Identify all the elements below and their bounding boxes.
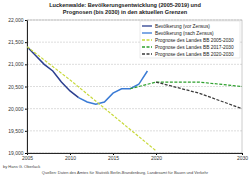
y-tick: 21,500 — [8, 39, 27, 45]
y-axis: 19,00019,50020,00020,50021,00021,50022,0… — [8, 17, 27, 156]
x-tick: 2005 — [22, 153, 33, 161]
y-tick-label: 21,500 — [8, 39, 24, 45]
legend-swatch — [142, 53, 152, 54]
x-axis-line — [28, 154, 243, 156]
x-tick-label: 2015 — [108, 155, 119, 161]
chart: Luckenwalde: Bevölkerungsentwicklung (20… — [0, 0, 250, 177]
series-line — [27, 47, 79, 98]
series-line — [130, 82, 242, 89]
x-tick: 2020 — [151, 153, 162, 161]
legend-label: Prognose des Landes BB 2005-2030 — [155, 38, 234, 43]
legend-box — [140, 21, 240, 58]
legend-swatch — [142, 25, 152, 26]
series-group — [27, 47, 242, 151]
grid-line — [27, 64, 242, 65]
x-tick-label: 2020 — [151, 155, 162, 161]
y-tick-mark — [25, 64, 27, 65]
legend-swatch — [142, 32, 152, 33]
x-tick-label: 2005 — [22, 155, 33, 161]
y-tick-label: 21,000 — [8, 61, 24, 67]
y-tick: 20,000 — [8, 106, 27, 112]
series-line — [156, 82, 242, 109]
y-tick: 22,000 — [8, 17, 27, 23]
grid-line — [27, 130, 242, 131]
y-tick-mark — [25, 109, 27, 110]
grid — [27, 20, 242, 153]
y-tick: 20,500 — [8, 84, 27, 90]
plot-frame — [27, 20, 242, 153]
y-tick: 19,500 — [8, 128, 27, 134]
y-tick-mark — [25, 87, 27, 88]
plot: 19,00019,50020,00020,50021,00021,50022,0… — [8, 17, 248, 161]
y-tick-mark — [25, 131, 27, 132]
legend-label: Bevölkerung (vor Zensus) — [155, 24, 210, 29]
author: by Hans G. Oberlack — [3, 164, 40, 169]
legend: Bevölkerung (vor Zensus) Bevölkerung (nac… — [140, 21, 240, 58]
x-tick: 2015 — [108, 153, 119, 161]
x-axis: 2005 2010 2015 2020 2030 — [22, 153, 248, 161]
y-tick-label: 20,500 — [8, 84, 24, 90]
source: Quellen: Daten des Amtes für Statistik B… — [42, 170, 209, 175]
subtitle: Prognosen (bis 2030) in den aktuellen Gr… — [63, 9, 188, 15]
y-tick: 21,000 — [8, 61, 27, 67]
x-tick-label: 2010 — [65, 155, 76, 161]
x-tick-label: 2030 — [237, 155, 248, 161]
x-tick: 2010 — [65, 153, 76, 161]
x-tick: 2030 — [237, 153, 248, 161]
y-tick-label: 22,000 — [8, 17, 24, 23]
series-line — [27, 47, 156, 151]
title: Luckenwalde: Bevölkerungsentwicklung (20… — [49, 2, 201, 8]
y-tick-mark — [25, 153, 27, 154]
legend-label: Bevölkerung (nach Zensus) — [155, 31, 214, 36]
legend-swatch — [142, 39, 152, 40]
legend-label: Prognose des Landes BB 2017-2030 — [155, 45, 234, 50]
y-tick-label: 20,000 — [8, 106, 24, 112]
legend-swatch — [142, 46, 152, 47]
y-tick-label: 19,500 — [8, 128, 24, 134]
legend-label: Prognose des Landes BB 2020-2030 — [155, 52, 234, 57]
series-line — [79, 71, 148, 104]
y-tick-mark — [25, 42, 27, 43]
y-tick-mark — [25, 20, 27, 21]
grid-line — [27, 108, 242, 109]
